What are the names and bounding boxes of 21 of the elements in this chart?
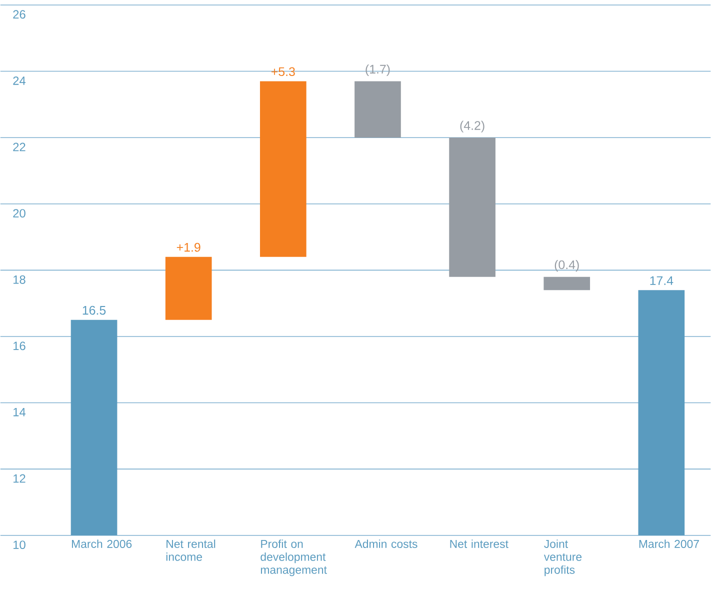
y-tick-label: 14	[13, 408, 26, 416]
y-tick-label: 16	[13, 342, 26, 350]
x-tick-label: Profit on development management	[260, 539, 327, 576]
x-tick-label: Joint venture profits	[544, 539, 582, 576]
data-label: +1.9	[176, 242, 200, 252]
y-tick-label: 24	[13, 76, 26, 85]
y-tick-label: 18	[13, 275, 26, 284]
y-tick-label: 12	[13, 474, 26, 482]
y-tick-label: 22	[13, 142, 26, 151]
y-tick-label: 26	[13, 10, 26, 18]
y-tick-label: 10	[13, 540, 26, 549]
y-tick-label: 20	[13, 208, 26, 218]
x-tick-label: Net interest	[450, 539, 508, 548]
data-label: (0.4)	[554, 260, 579, 272]
data-label: 17.4	[650, 276, 674, 285]
data-label: 16.5	[82, 306, 106, 315]
x-tick-label: Admin costs	[354, 539, 418, 548]
data-label: (4.2)	[460, 120, 484, 132]
x-tick-label: March 2006	[72, 539, 132, 548]
x-tick-label: March 2007	[639, 539, 699, 548]
x-tick-label: Net rental income	[166, 539, 216, 561]
